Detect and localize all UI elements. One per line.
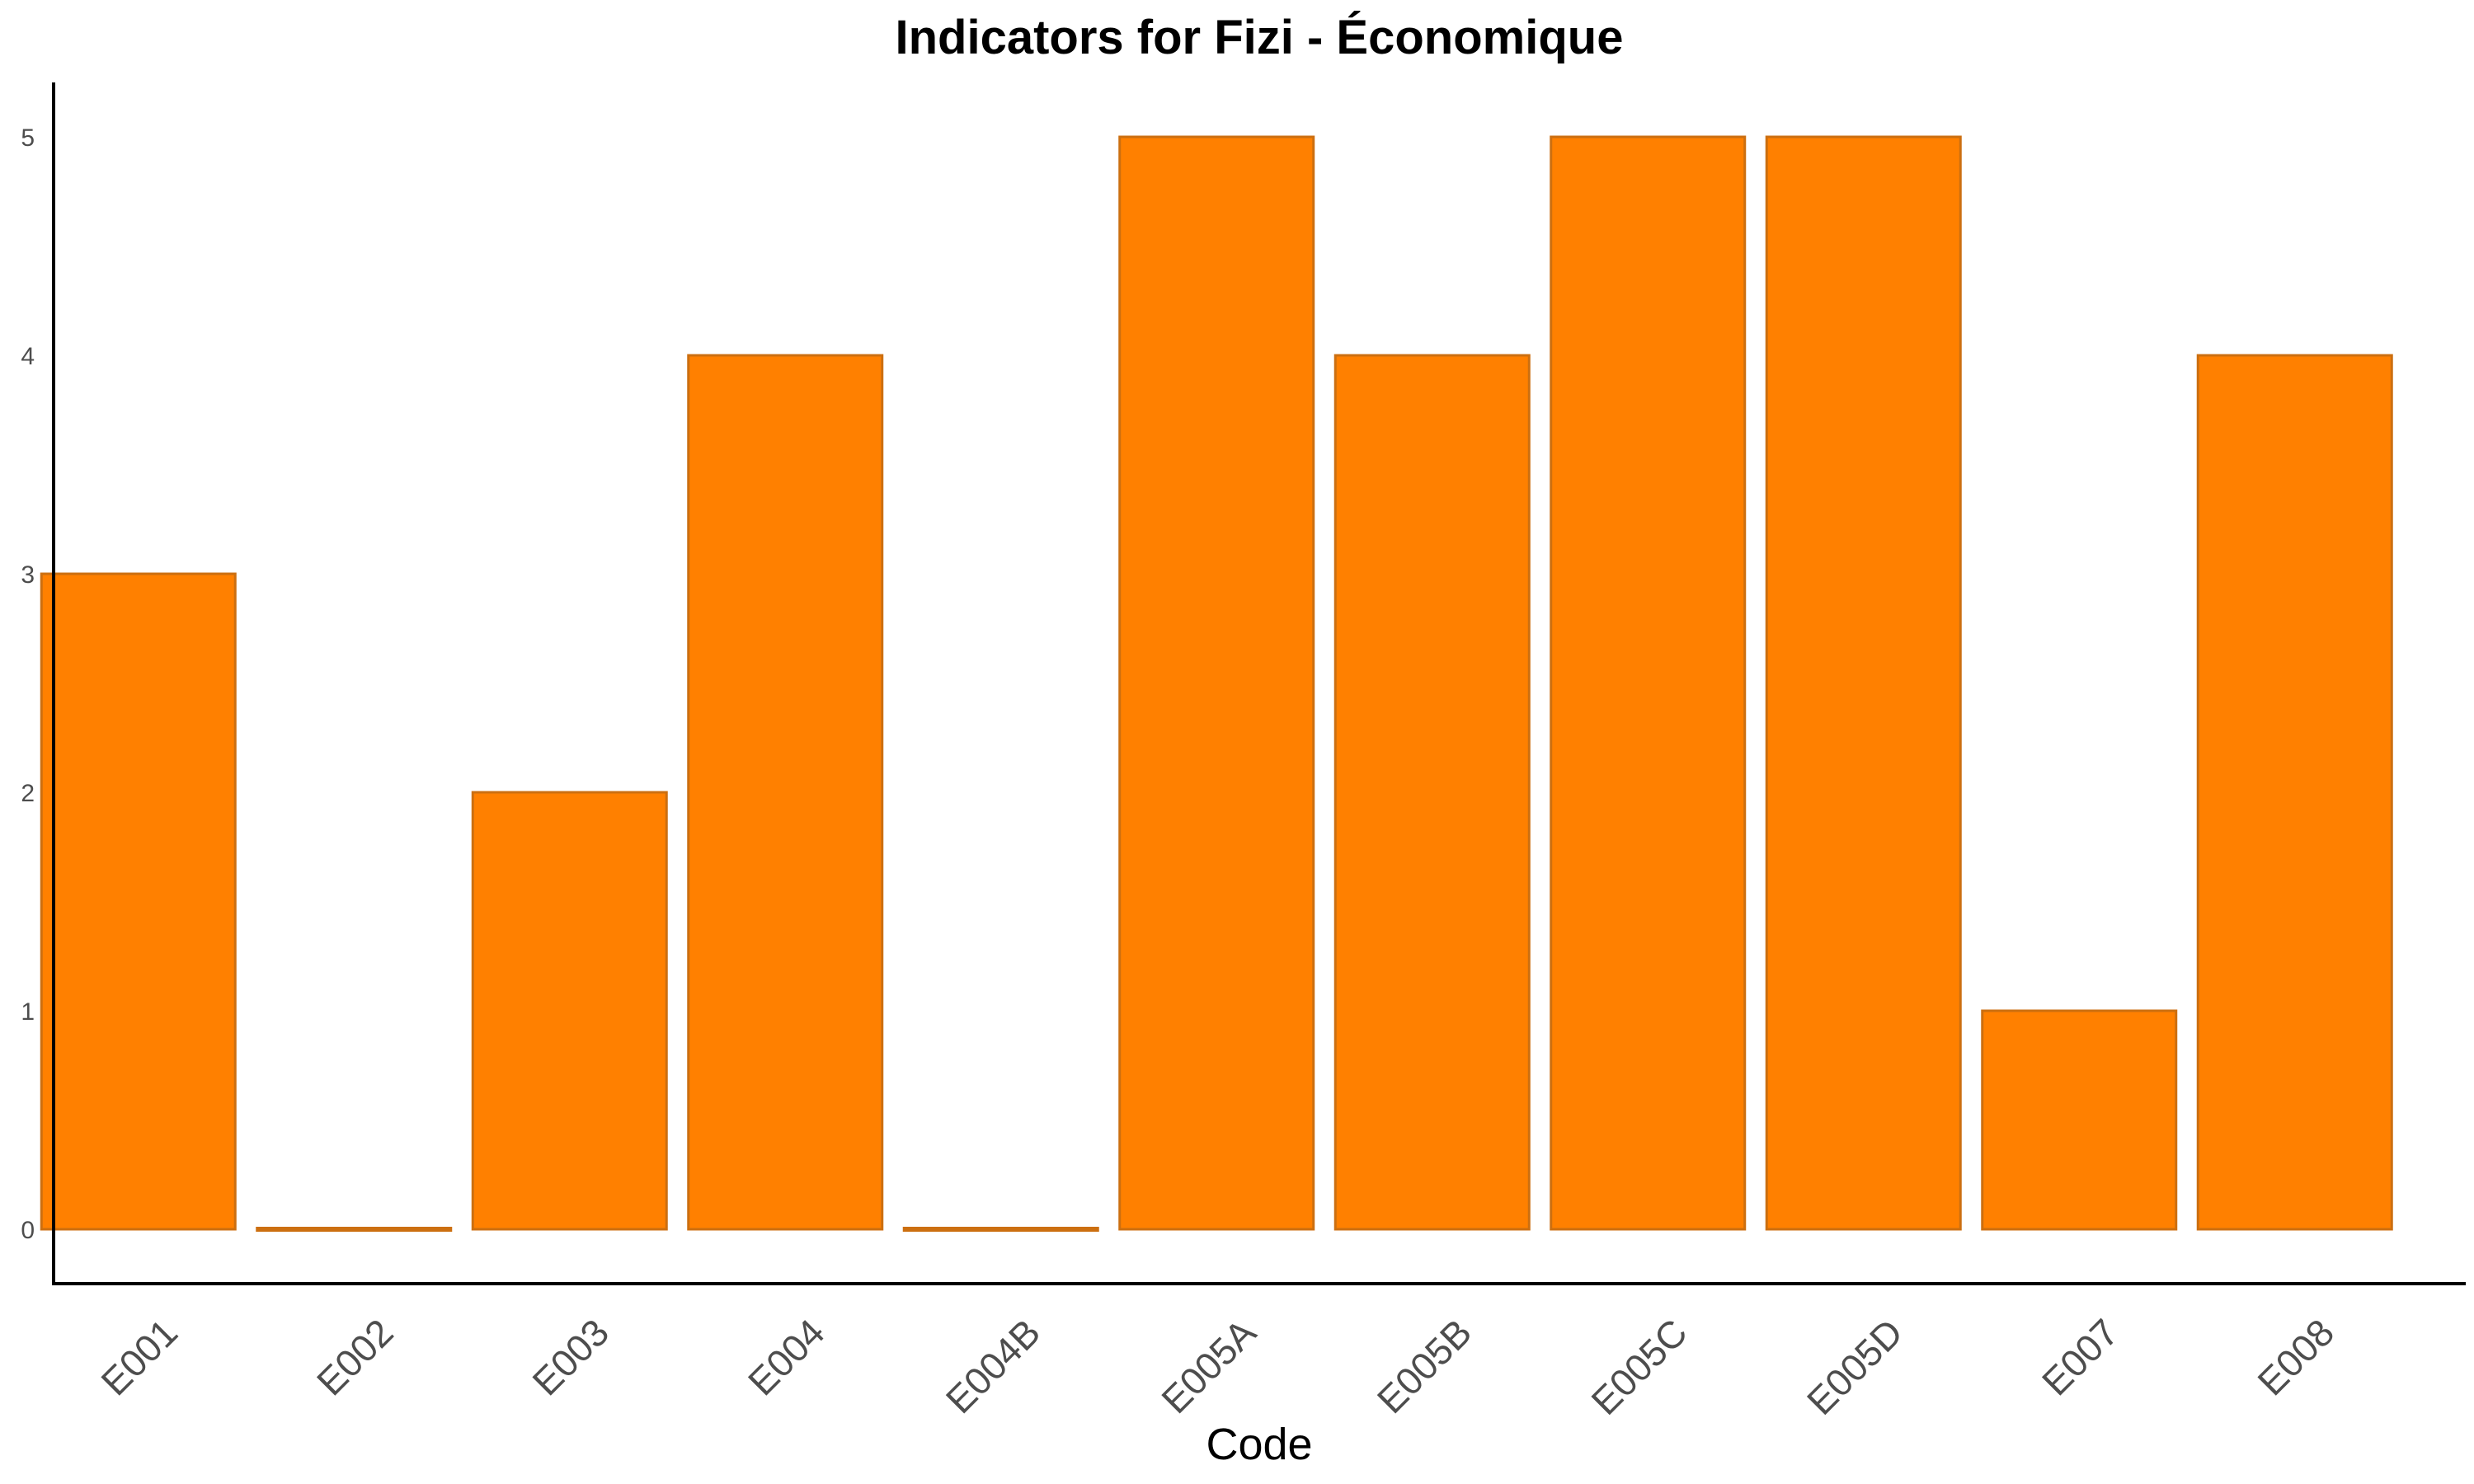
y-tick-label: 3 [21, 561, 35, 589]
x-axis-label: Code [1206, 1420, 1312, 1469]
bar-e005d [1765, 135, 1962, 1231]
bar-e005b [1333, 354, 1531, 1231]
x-axis-ticks: E001 E002 E003 E004 E004B E005A E005B E005C E005… [92, 1310, 2342, 1422]
bar-e004 [687, 354, 884, 1231]
x-tick-label: E001 [92, 1311, 186, 1404]
chart-title: Indicators for Fizi - Économique [896, 11, 1624, 64]
bar-e001 [40, 572, 237, 1231]
x-tick-label: E004B [938, 1311, 1048, 1421]
bar-e004b [902, 1227, 1099, 1232]
y-tick-label: 4 [21, 343, 35, 370]
x-tick-label: E007 [2034, 1311, 2127, 1404]
bar-e005c [1550, 135, 1747, 1231]
bar-e008 [2196, 354, 2393, 1231]
y-tick-label: 2 [21, 780, 35, 807]
x-tick-label: E002 [308, 1311, 402, 1404]
bars [40, 135, 2393, 1232]
bar-e005a [1118, 135, 1315, 1231]
y-tick-label: 0 [21, 1217, 35, 1244]
x-tick-label: E003 [524, 1311, 617, 1404]
y-tick-label: 5 [21, 124, 35, 152]
bar-e003 [471, 791, 668, 1231]
x-tick-label: E008 [2249, 1311, 2342, 1404]
x-tick-label: E005B [1369, 1311, 1479, 1421]
y-axis-ticks: 0 1 2 3 4 5 [21, 124, 35, 1244]
x-tick-label: E004 [740, 1311, 833, 1404]
x-tick-label: E005D [1799, 1311, 1911, 1423]
bar-e007 [1981, 1009, 2178, 1231]
x-tick-label: E005C [1583, 1311, 1695, 1423]
y-tick-label: 1 [21, 998, 35, 1026]
axes [52, 82, 2466, 1285]
x-tick-label: E005A [1153, 1310, 1264, 1421]
bar-e002 [256, 1227, 453, 1232]
